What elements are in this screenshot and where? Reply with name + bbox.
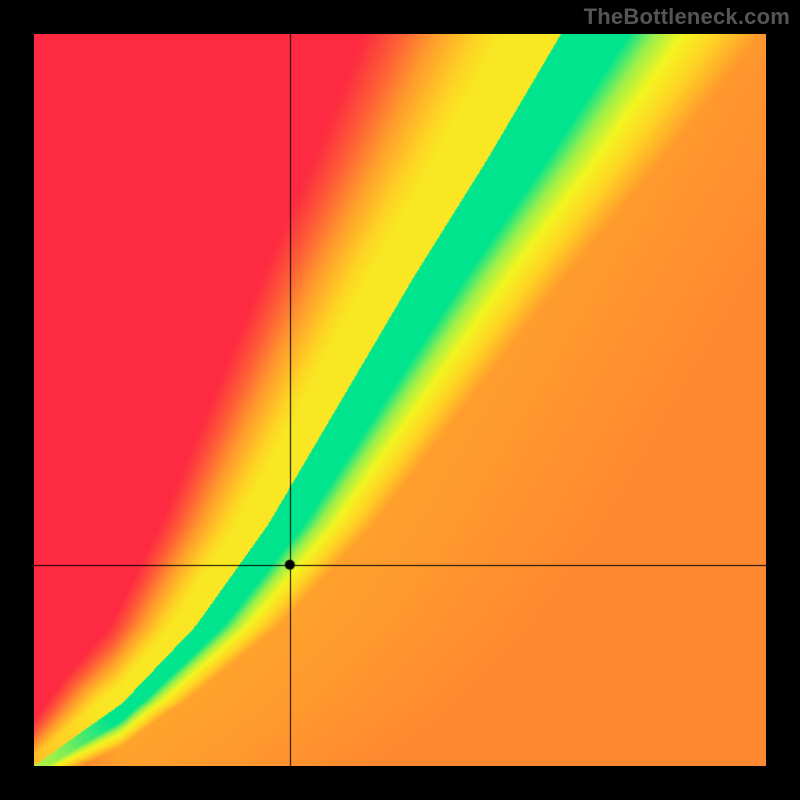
watermark-label: TheBottleneck.com — [584, 4, 790, 30]
overlay-canvas — [34, 34, 766, 766]
chart-container: TheBottleneck.com — [0, 0, 800, 800]
